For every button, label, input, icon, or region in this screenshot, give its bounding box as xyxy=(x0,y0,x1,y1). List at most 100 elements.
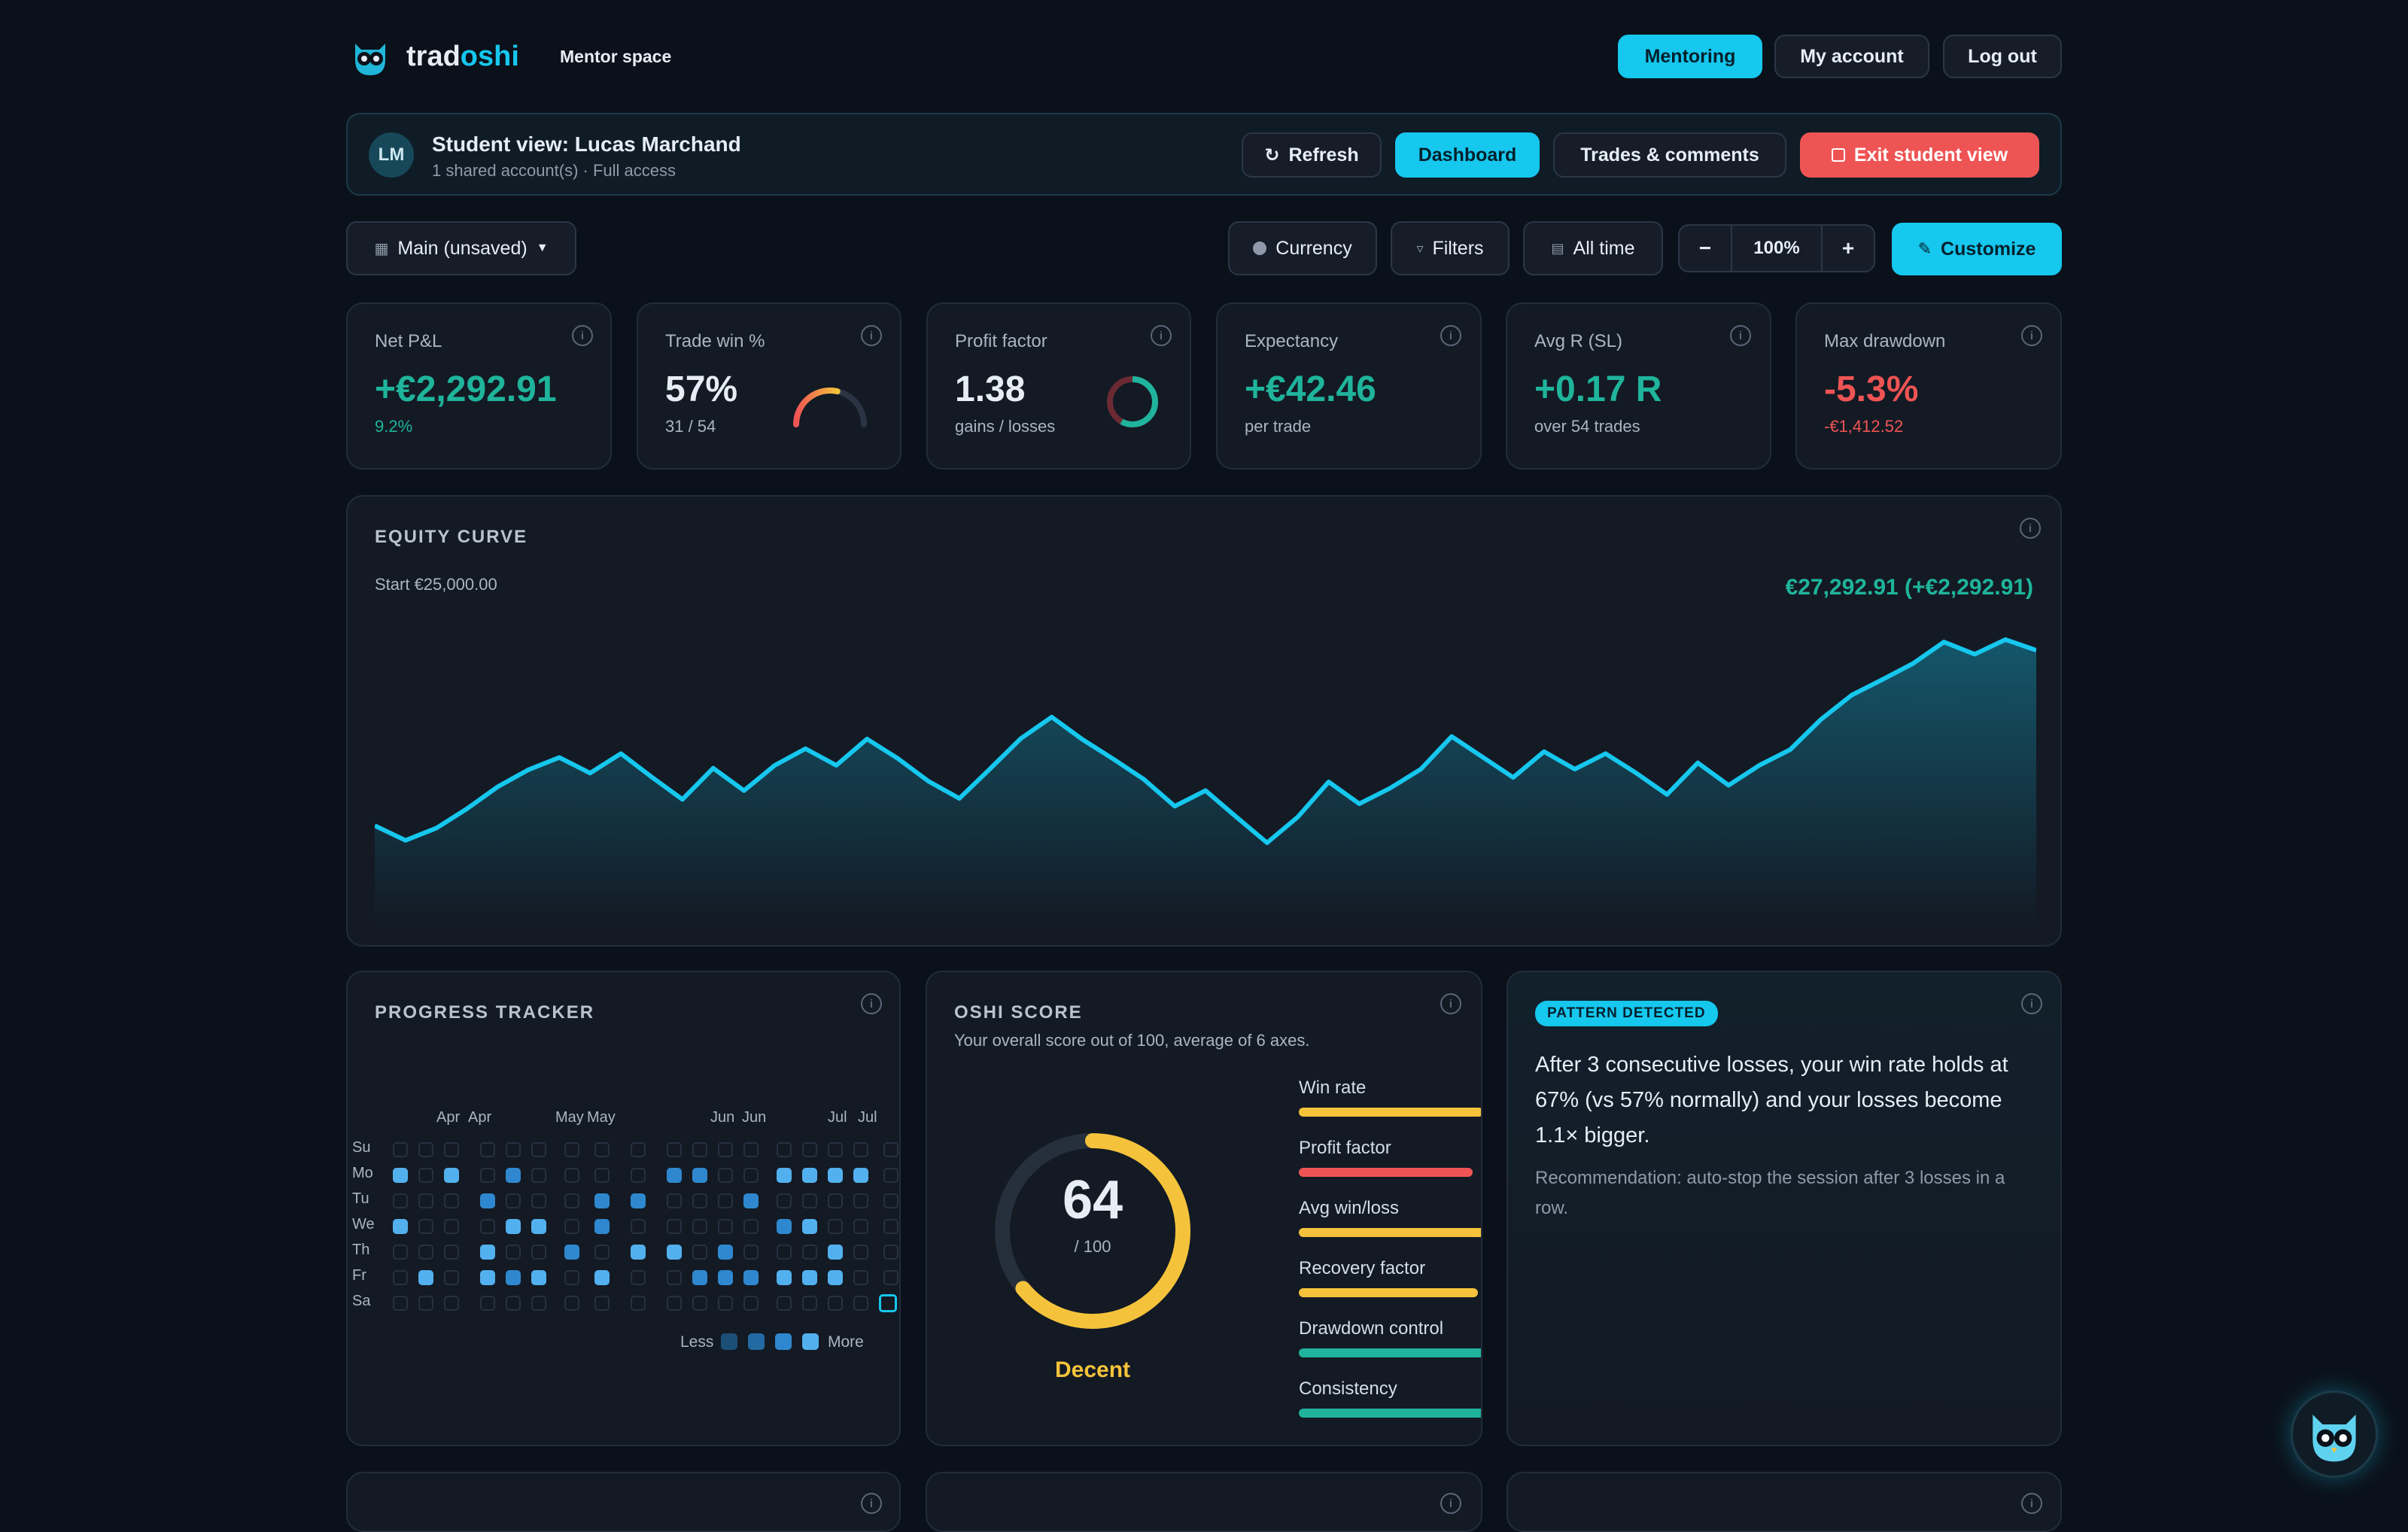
info-icon[interactable]: i xyxy=(1151,325,1172,346)
heatmap-cell[interactable] xyxy=(667,1168,682,1183)
heatmap-cell[interactable] xyxy=(594,1168,610,1183)
filters-button[interactable]: ▿ Filters xyxy=(1391,221,1510,275)
heatmap-cell[interactable] xyxy=(853,1168,868,1183)
mentoring-button[interactable]: Mentoring xyxy=(1618,35,1762,78)
heatmap-cell[interactable] xyxy=(853,1142,868,1157)
heatmap-cell[interactable] xyxy=(444,1296,459,1311)
heatmap-cell[interactable] xyxy=(480,1219,495,1234)
heatmap-cell[interactable] xyxy=(631,1142,646,1157)
heatmap-cell[interactable] xyxy=(506,1193,521,1208)
heatmap-cell[interactable] xyxy=(480,1270,495,1285)
heatmap-cell[interactable] xyxy=(802,1168,817,1183)
heatmap-cell[interactable] xyxy=(802,1219,817,1234)
heatmap-cell[interactable] xyxy=(631,1219,646,1234)
heatmap-cell[interactable] xyxy=(777,1245,792,1260)
heatmap-cell[interactable] xyxy=(883,1193,898,1208)
dashboard-button[interactable]: Dashboard xyxy=(1395,132,1540,178)
heatmap-cell[interactable] xyxy=(594,1142,610,1157)
customize-button[interactable]: ✎ Customize xyxy=(1892,223,2062,275)
period-button[interactable]: ▤ All time xyxy=(1523,221,1663,275)
heatmap-cell[interactable] xyxy=(718,1219,733,1234)
heatmap-cell[interactable] xyxy=(444,1142,459,1157)
heatmap-cell[interactable] xyxy=(631,1270,646,1285)
heatmap-cell[interactable] xyxy=(718,1245,733,1260)
heatmap-cell[interactable] xyxy=(506,1270,521,1285)
heatmap-cell[interactable] xyxy=(506,1245,521,1260)
heatmap-cell[interactable] xyxy=(692,1168,707,1183)
heatmap-cell[interactable] xyxy=(853,1296,868,1311)
heatmap-cell[interactable] xyxy=(828,1193,843,1208)
heatmap-cell[interactable] xyxy=(692,1193,707,1208)
heatmap-cell[interactable] xyxy=(393,1270,408,1285)
heatmap-cell[interactable] xyxy=(692,1219,707,1234)
heatmap-cell[interactable] xyxy=(692,1142,707,1157)
heatmap-cell[interactable] xyxy=(564,1296,579,1311)
info-icon[interactable]: i xyxy=(2021,993,2042,1014)
heatmap-cell[interactable] xyxy=(564,1270,579,1285)
assistant-button[interactable] xyxy=(2291,1391,2378,1478)
heatmap-cell[interactable] xyxy=(418,1296,433,1311)
heatmap-cell[interactable] xyxy=(393,1219,408,1234)
heatmap-cell[interactable] xyxy=(418,1142,433,1157)
heatmap-cell[interactable] xyxy=(564,1193,579,1208)
heatmap-cell[interactable] xyxy=(444,1168,459,1183)
heatmap-cell[interactable] xyxy=(667,1219,682,1234)
trades-comments-button[interactable]: Trades & comments xyxy=(1553,132,1786,178)
heatmap-cell[interactable] xyxy=(531,1193,546,1208)
heatmap-cell[interactable] xyxy=(594,1296,610,1311)
heatmap-cell[interactable] xyxy=(777,1270,792,1285)
info-icon[interactable]: i xyxy=(1440,993,1461,1014)
logout-button[interactable]: Log out xyxy=(1943,35,2062,78)
heatmap-cell[interactable] xyxy=(418,1270,433,1285)
heatmap-cell[interactable] xyxy=(853,1270,868,1285)
heatmap-cell[interactable] xyxy=(531,1270,546,1285)
heatmap-cell[interactable] xyxy=(692,1296,707,1311)
heatmap-cell[interactable] xyxy=(564,1219,579,1234)
heatmap-cell[interactable] xyxy=(743,1270,759,1285)
heatmap-cell[interactable] xyxy=(853,1219,868,1234)
heatmap-cell[interactable] xyxy=(667,1296,682,1311)
heatmap-cell[interactable] xyxy=(718,1296,733,1311)
info-icon[interactable]: i xyxy=(1440,325,1461,346)
heatmap-cell[interactable] xyxy=(828,1296,843,1311)
heatmap-cell[interactable] xyxy=(393,1193,408,1208)
heatmap-cell[interactable] xyxy=(480,1168,495,1183)
heatmap-cell[interactable] xyxy=(564,1245,579,1260)
heatmap-cell[interactable] xyxy=(883,1142,898,1157)
heatmap-cell[interactable] xyxy=(506,1219,521,1234)
heatmap-cell[interactable] xyxy=(777,1142,792,1157)
heatmap-cell[interactable] xyxy=(506,1142,521,1157)
heatmap-cell[interactable] xyxy=(480,1245,495,1260)
info-icon[interactable]: i xyxy=(1440,1493,1461,1514)
heatmap-cell[interactable] xyxy=(564,1142,579,1157)
info-icon[interactable]: i xyxy=(861,993,882,1014)
heatmap-cell[interactable] xyxy=(828,1270,843,1285)
heatmap-cell[interactable] xyxy=(531,1219,546,1234)
heatmap-cell[interactable] xyxy=(802,1142,817,1157)
info-icon[interactable]: i xyxy=(861,325,882,346)
heatmap-cell[interactable] xyxy=(631,1168,646,1183)
heatmap-cell[interactable] xyxy=(631,1296,646,1311)
heatmap-cell[interactable] xyxy=(718,1270,733,1285)
heatmap-cell[interactable] xyxy=(444,1219,459,1234)
my-account-button[interactable]: My account xyxy=(1774,35,1929,78)
zoom-in-button[interactable]: + xyxy=(1821,226,1874,271)
heatmap-cell[interactable] xyxy=(393,1296,408,1311)
heatmap-cell[interactable] xyxy=(418,1219,433,1234)
heatmap-cell[interactable] xyxy=(594,1219,610,1234)
heatmap-cell[interactable] xyxy=(531,1245,546,1260)
heatmap-cell[interactable] xyxy=(444,1270,459,1285)
layout-select[interactable]: ▦ Main (unsaved) ▼ xyxy=(346,221,576,275)
heatmap-cell[interactable] xyxy=(802,1245,817,1260)
info-icon[interactable]: i xyxy=(2021,1493,2042,1514)
heatmap-cell[interactable] xyxy=(718,1142,733,1157)
heatmap-cell[interactable] xyxy=(718,1193,733,1208)
heatmap-cell[interactable] xyxy=(480,1296,495,1311)
heatmap-cell[interactable] xyxy=(883,1245,898,1260)
heatmap-cell[interactable] xyxy=(531,1296,546,1311)
heatmap-cell[interactable] xyxy=(828,1142,843,1157)
heatmap-cell[interactable] xyxy=(531,1142,546,1157)
heatmap-cell[interactable] xyxy=(631,1245,646,1260)
heatmap-cell[interactable] xyxy=(418,1168,433,1183)
heatmap-cell[interactable] xyxy=(828,1219,843,1234)
